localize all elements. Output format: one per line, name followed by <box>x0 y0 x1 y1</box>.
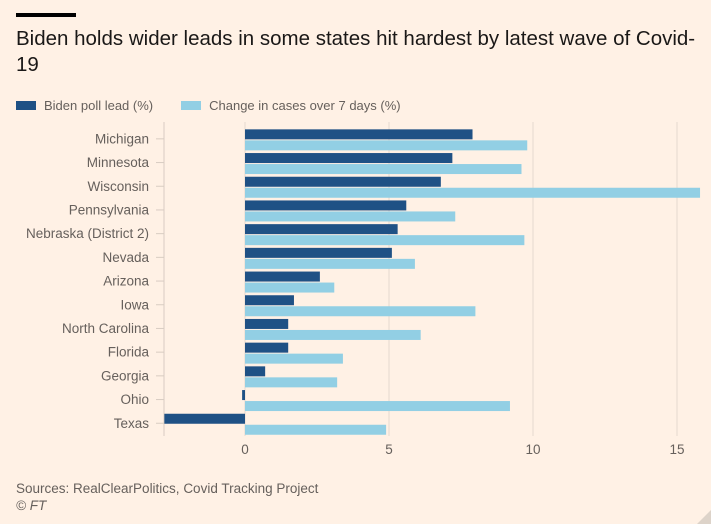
bar-case-change <box>245 211 456 222</box>
bar-case-change <box>245 235 525 246</box>
category-label: North Carolina <box>62 321 150 336</box>
legend-label-case-change: Change in cases over 7 days (%) <box>209 98 401 113</box>
bar-case-change <box>245 401 510 412</box>
bar-case-change <box>245 306 476 317</box>
copyright-text: © FT <box>16 498 47 513</box>
category-label: Wisconsin <box>87 179 149 194</box>
bar-poll-lead <box>245 271 320 282</box>
x-tick-label: 5 <box>385 442 393 457</box>
legend-swatch-case-change <box>181 101 202 110</box>
bar-poll-lead <box>245 176 441 187</box>
legend-swatch-poll-lead <box>16 101 36 110</box>
bar-case-change <box>245 164 522 175</box>
bar-case-change <box>245 424 387 435</box>
legend-label-poll-lead: Biden poll lead (%) <box>44 98 154 113</box>
bar-poll-lead <box>164 413 245 424</box>
bar-poll-lead <box>245 318 289 329</box>
x-tick-label: 0 <box>241 442 249 457</box>
bar-case-change <box>245 329 421 340</box>
bar-case-change <box>245 282 335 293</box>
category-label: Michigan <box>95 131 149 146</box>
bar-poll-lead <box>245 247 392 258</box>
category-label: Minnesota <box>87 155 150 170</box>
source-text: Sources: RealClearPolitics, Covid Tracki… <box>16 481 319 496</box>
bar-poll-lead <box>245 129 473 140</box>
category-label: Texas <box>114 416 150 431</box>
bar-case-change <box>245 353 343 364</box>
brand-bar <box>16 13 76 17</box>
bar-poll-lead <box>245 153 453 164</box>
category-label: Nevada <box>102 250 149 265</box>
source-note: Sources: RealClearPolitics, Covid Tracki… <box>16 480 318 514</box>
category-label: Florida <box>108 345 150 360</box>
bar-poll-lead <box>245 200 407 211</box>
category-label: Ohio <box>120 392 149 407</box>
bar-poll-lead <box>245 366 266 377</box>
chart-title: Biden holds wider leads in some states h… <box>16 27 696 76</box>
category-label: Georgia <box>101 368 150 383</box>
corner-fold-icon <box>697 510 711 524</box>
bar-poll-lead <box>245 224 398 235</box>
x-tick-label: 10 <box>525 442 540 457</box>
legend-item-case-change: Change in cases over 7 days (%) <box>181 98 401 113</box>
bar-case-change <box>245 377 338 388</box>
bar-poll-lead <box>242 390 245 401</box>
x-tick-label: 15 <box>669 442 684 457</box>
category-label: Pennsylvania <box>69 202 150 217</box>
category-label: Iowa <box>120 297 149 312</box>
bar-case-change <box>245 258 415 269</box>
legend: Biden poll lead (%) Change in cases over… <box>16 98 429 113</box>
bar-case-change <box>245 187 701 198</box>
category-label: Nebraska (District 2) <box>26 226 149 241</box>
bar-poll-lead <box>245 295 294 306</box>
category-label: Arizona <box>103 274 149 289</box>
bar-poll-lead <box>245 342 289 353</box>
legend-item-poll-lead: Biden poll lead (%) <box>16 98 153 113</box>
bar-case-change <box>245 140 528 151</box>
